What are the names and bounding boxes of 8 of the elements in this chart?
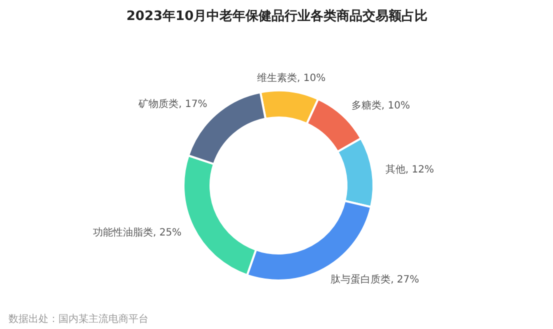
text: 数据出处：国内某主流电商平台 [8,313,148,325]
slice-label: 肽与蛋白质类, 27% [330,274,420,286]
slice-label: 维生素类, 10% [257,72,326,84]
slice-label: 多糖类, 10% [351,99,410,112]
chart-title: 2023年10月中老年保健品行业各类商品交易额占比 [126,8,428,24]
slice-label: 矿物质类, 17% [138,98,208,110]
slice-label: 功能性油脂类, 25% [92,226,182,239]
slice-label: 其他, 12% [385,163,434,176]
